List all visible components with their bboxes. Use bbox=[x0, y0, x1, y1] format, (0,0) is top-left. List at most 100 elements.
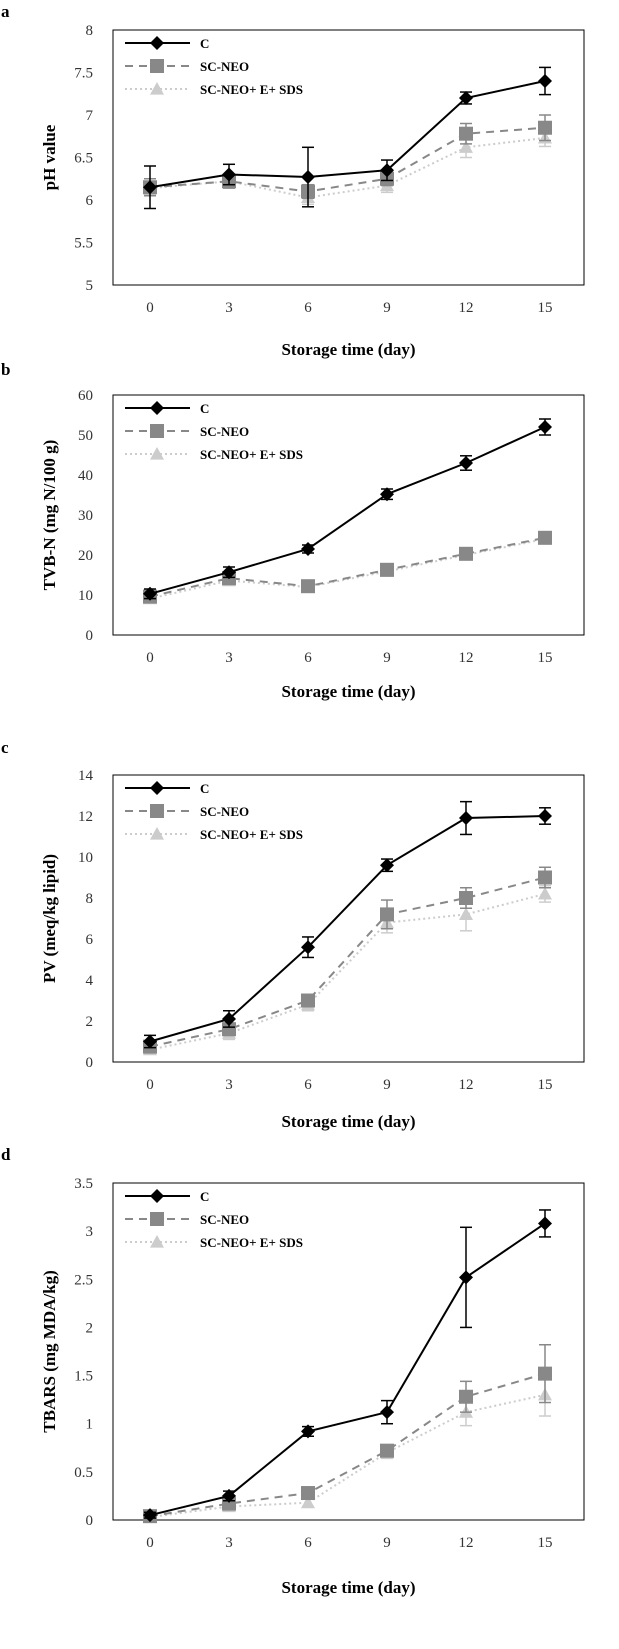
panel-b: b 0 10 20 30 40 50 60 0 3 6 9 12 15 Storage time (day)… bbox=[1, 360, 585, 701]
panel-d: d 0 0.5 1 1.5 2 2.5 3 3.5 0 3 6 9 12 15 Storage time (d… bbox=[1, 1145, 585, 1597]
x-tick-label: 6 bbox=[304, 1535, 312, 1551]
y-axis-title: PV (meq/kg lipid) bbox=[40, 854, 59, 983]
legend-marker bbox=[150, 1189, 164, 1203]
legend: C SC-NEO SC-NEO+ E+ SDS bbox=[125, 1189, 303, 1250]
data-point bbox=[459, 91, 473, 105]
data-point bbox=[459, 891, 473, 905]
y-tick-label: 8 bbox=[86, 23, 94, 39]
legend-entry: C bbox=[200, 781, 209, 796]
legend-marker bbox=[150, 36, 164, 50]
y-tick-label: 30 bbox=[78, 508, 93, 524]
data-point bbox=[380, 487, 394, 502]
series-1 bbox=[143, 1344, 552, 1524]
data-point bbox=[143, 586, 157, 601]
series-2 bbox=[143, 128, 552, 205]
y-tick-label: 6.5 bbox=[74, 151, 93, 167]
data-point bbox=[380, 907, 394, 922]
panel-letter: a bbox=[1, 2, 10, 21]
x-axis-title: Storage time (day) bbox=[281, 340, 415, 359]
plot-frame bbox=[112, 774, 585, 1063]
data-point bbox=[143, 180, 157, 195]
x-tick-label: 12 bbox=[459, 650, 474, 666]
legend-marker bbox=[150, 59, 164, 73]
plot-frame bbox=[112, 1182, 585, 1521]
legend: C SC-NEO SC-NEO+ E+ SDS bbox=[125, 781, 303, 842]
x-tick-label: 15 bbox=[538, 300, 553, 316]
x-tick-label: 3 bbox=[225, 1535, 233, 1551]
data-point bbox=[222, 565, 236, 580]
legend-marker bbox=[150, 781, 164, 795]
legend-marker bbox=[150, 827, 164, 840]
y-tick-label: 10 bbox=[78, 588, 93, 604]
plot-frame bbox=[112, 394, 585, 636]
x-tick-label: 6 bbox=[304, 300, 312, 316]
data-point bbox=[143, 1508, 157, 1523]
x-tick-label: 0 bbox=[146, 1535, 154, 1551]
x-tick-label: 9 bbox=[383, 650, 391, 666]
y-tick-label: 14 bbox=[78, 768, 94, 784]
y-tick-label: 3.5 bbox=[74, 1176, 93, 1192]
series-0 bbox=[143, 800, 552, 1049]
x-axis-title: Storage time (day) bbox=[281, 1578, 415, 1597]
legend-marker bbox=[150, 1235, 164, 1248]
series-2 bbox=[143, 532, 552, 605]
y-tick-label: 2 bbox=[86, 1014, 94, 1030]
x-tick-label: 15 bbox=[538, 650, 553, 666]
x-tick-label: 6 bbox=[304, 650, 312, 666]
plot-frame bbox=[112, 29, 585, 286]
y-tick-label: 7 bbox=[86, 108, 94, 124]
data-point bbox=[380, 858, 394, 873]
x-tick-label: 3 bbox=[225, 1077, 233, 1093]
y-tick-label: 3 bbox=[86, 1224, 94, 1240]
data-point bbox=[222, 1011, 236, 1026]
series-line bbox=[149, 136, 546, 199]
data-point bbox=[538, 120, 552, 135]
data-point bbox=[301, 1495, 315, 1509]
data-point bbox=[538, 1366, 552, 1381]
panel-c: c 0 2 4 6 8 10 12 14 0 3 6 9 12 15 Storage time (day) PV… bbox=[1, 738, 585, 1131]
x-tick-label: 0 bbox=[146, 1077, 154, 1093]
data-point bbox=[301, 940, 315, 955]
x-tick-label: 3 bbox=[225, 300, 233, 316]
data-point bbox=[380, 1443, 394, 1458]
x-tick-label: 0 bbox=[146, 300, 154, 316]
legend-entry: SC-NEO+ E+ SDS bbox=[200, 1235, 303, 1250]
data-point bbox=[538, 74, 552, 88]
data-point bbox=[538, 870, 552, 885]
y-tick-label: 5 bbox=[86, 278, 94, 294]
series-1 bbox=[143, 530, 552, 604]
y-tick-label: 8 bbox=[86, 891, 94, 907]
panel-letter: c bbox=[1, 738, 9, 757]
y-tick-label: 5.5 bbox=[74, 236, 93, 252]
y-tick-label: 1 bbox=[86, 1417, 94, 1433]
legend-entry: C bbox=[200, 1189, 209, 1204]
series-line bbox=[149, 536, 546, 598]
data-point bbox=[301, 542, 315, 556]
series-2 bbox=[143, 1372, 552, 1523]
series-line bbox=[149, 892, 546, 1051]
y-axis-title: TBARS (mg MDA/kg) bbox=[40, 1270, 59, 1432]
series-1 bbox=[143, 114, 552, 200]
x-tick-label: 12 bbox=[459, 1535, 474, 1551]
y-tick-label: 0.5 bbox=[74, 1465, 93, 1481]
legend-marker bbox=[150, 1212, 164, 1226]
legend-marker bbox=[150, 447, 164, 460]
series-0 bbox=[143, 66, 552, 210]
data-point bbox=[459, 126, 473, 141]
data-point bbox=[222, 1488, 236, 1503]
data-point bbox=[222, 167, 236, 182]
y-tick-label: 6 bbox=[86, 193, 94, 209]
series-line bbox=[149, 538, 546, 600]
legend-marker bbox=[150, 424, 164, 438]
legend-entry: SC-NEO bbox=[200, 1212, 249, 1227]
y-axis-title: TVB-N (mg N/100 g) bbox=[40, 440, 59, 591]
y-tick-label: 4 bbox=[86, 973, 94, 989]
data-point bbox=[538, 420, 552, 434]
data-point bbox=[143, 1034, 157, 1049]
legend-entry: SC-NEO bbox=[200, 59, 249, 74]
panel-a: a 5 5.5 6 6.5 7 7.5 8 0 3 6 9 12 15 Storage time (day)… bbox=[1, 2, 585, 359]
legend: C SC-NEO SC-NEO+ E+ SDS bbox=[125, 36, 303, 97]
y-tick-label: 2.5 bbox=[74, 1272, 93, 1288]
panel-letter: d bbox=[1, 1145, 11, 1164]
